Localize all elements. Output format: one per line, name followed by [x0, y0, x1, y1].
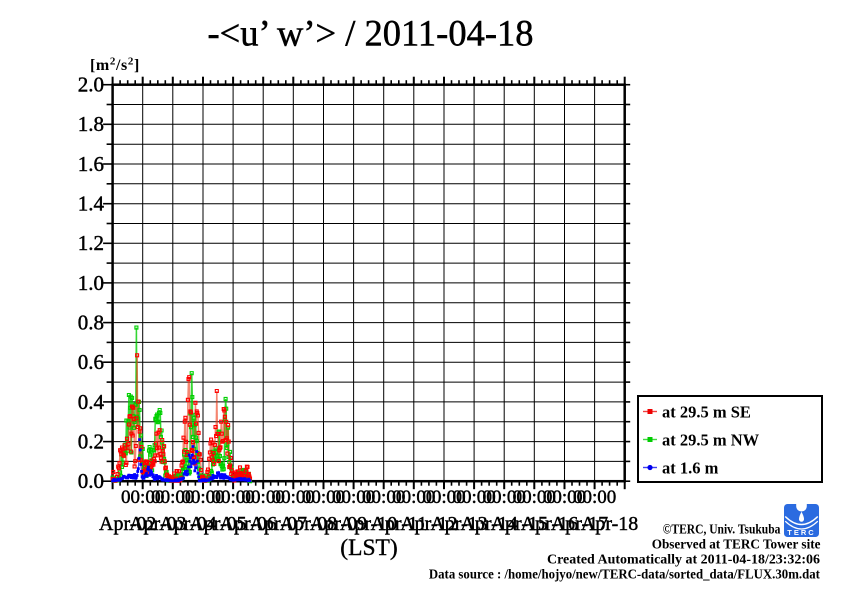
svg-text:00:00: 00:00: [483, 487, 526, 508]
svg-text:Apr-18: Apr-18: [581, 513, 638, 535]
svg-text:Apr-16: Apr-16: [521, 513, 578, 535]
svg-text:00:00: 00:00: [422, 487, 465, 508]
svg-text:Apr-12: Apr-12: [400, 513, 457, 535]
svg-text:00:00: 00:00: [332, 487, 375, 508]
svg-text:Created Automatically at 2011-: Created Automatically at 2011-04-18/23:3…: [547, 551, 820, 566]
svg-text:1.4: 1.4: [78, 192, 105, 216]
svg-text:00:00: 00:00: [392, 487, 435, 508]
svg-text:-<u’ w’> / 2011-04-18: -<u’ w’> / 2011-04-18: [207, 13, 533, 54]
svg-text:2.0: 2.0: [78, 73, 104, 97]
svg-text:0.4: 0.4: [78, 390, 105, 414]
svg-text:1.0: 1.0: [78, 271, 104, 295]
svg-text:00:00: 00:00: [181, 487, 224, 508]
svg-text:00:00: 00:00: [543, 487, 586, 508]
svg-text:Apr-17: Apr-17: [551, 513, 608, 535]
svg-text:0.6: 0.6: [78, 350, 104, 374]
svg-text:Apr-03: Apr-03: [129, 513, 186, 535]
svg-text:0.8: 0.8: [78, 311, 104, 335]
svg-text:00:00: 00:00: [573, 487, 616, 508]
svg-text:00:00: 00:00: [362, 487, 405, 508]
svg-text:Apr-10: Apr-10: [340, 513, 397, 535]
svg-text:0.0: 0.0: [78, 469, 104, 493]
svg-text:Apr-02: Apr-02: [99, 513, 156, 535]
svg-text:[m2/s2]: [m2/s2]: [90, 56, 140, 75]
svg-text:1.8: 1.8: [78, 112, 104, 136]
svg-text:Apr-05: Apr-05: [189, 513, 246, 535]
svg-text:©TERC, Univ. Tsukuba: ©TERC, Univ. Tsukuba: [663, 522, 781, 537]
svg-text:Observed at TERC Tower site: Observed at TERC Tower site: [652, 536, 821, 551]
svg-text:Apr-14: Apr-14: [460, 513, 517, 535]
svg-text:1.2: 1.2: [78, 231, 104, 255]
svg-text:00:00: 00:00: [242, 487, 285, 508]
svg-text:Apr-15: Apr-15: [491, 513, 548, 535]
svg-text:00:00: 00:00: [272, 487, 315, 508]
svg-text:00:00: 00:00: [211, 487, 254, 508]
svg-text:00:00: 00:00: [452, 487, 495, 508]
svg-text:00:00: 00:00: [513, 487, 556, 508]
svg-text:(LST): (LST): [340, 535, 397, 561]
svg-text:Apr-06: Apr-06: [220, 513, 277, 535]
svg-text:Data source : /home/hojyo/new/: Data source : /home/hojyo/new/TERC-data/…: [429, 567, 820, 582]
svg-text:at 29.5 m SE: at 29.5 m SE: [662, 402, 751, 421]
svg-text:Apr-08: Apr-08: [280, 513, 337, 535]
svg-text:Apr-11: Apr-11: [370, 513, 427, 535]
svg-text:00:00: 00:00: [121, 487, 164, 508]
svg-text:00:00: 00:00: [151, 487, 194, 508]
svg-text:Apr-07: Apr-07: [250, 513, 307, 535]
svg-text:00:00: 00:00: [302, 487, 345, 508]
svg-text:Apr-13: Apr-13: [430, 513, 487, 535]
svg-text:at 1.6 m: at 1.6 m: [662, 458, 719, 477]
svg-text:1.6: 1.6: [78, 152, 104, 176]
svg-text:Apr-09: Apr-09: [310, 513, 367, 535]
svg-text:0.2: 0.2: [78, 429, 104, 453]
svg-text:TERC: TERC: [787, 528, 815, 537]
svg-text:Apr-04: Apr-04: [159, 513, 216, 535]
svg-text:at 29.5 m NW: at 29.5 m NW: [662, 430, 760, 449]
